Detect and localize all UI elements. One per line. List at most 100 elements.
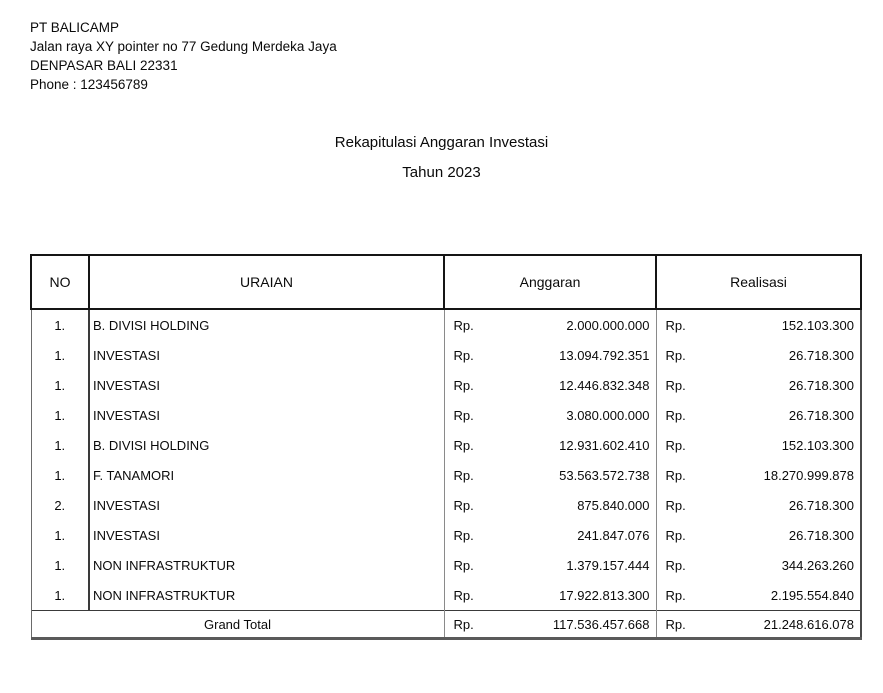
company-address-line-2: DENPASAR BALI 22331 [30, 58, 178, 73]
row-uraian: INVESTASI [89, 520, 445, 550]
row-number: 1. [30, 370, 90, 400]
budget-table: NO URAIAN Anggaran Realisasi 1. B. DIVIS… [30, 254, 862, 640]
currency-label: Rp. [453, 407, 474, 423]
currency-label: Rp. [665, 557, 686, 573]
grand-total-label: Grand Total [30, 610, 445, 640]
row-realisasi-value: 344.263.260 [781, 557, 854, 573]
table-row: 1. NON INFRASTRUKTUR Rp. 17.922.813.300 … [30, 580, 862, 611]
currency-label: Rp. [665, 437, 686, 453]
row-number: 1. [30, 340, 90, 370]
row-number: 1. [30, 550, 90, 580]
row-realisasi-cell: Rp. 344.263.260 [656, 550, 862, 580]
currency-label: Rp. [665, 317, 686, 333]
currency-label: Rp. [453, 437, 474, 453]
budget-table-header: NO URAIAN Anggaran Realisasi [30, 254, 862, 310]
row-anggaran-value: 53.563.572.738 [559, 467, 650, 483]
row-number: 1. [30, 430, 90, 460]
company-phone: Phone : 123456789 [30, 77, 148, 92]
currency-label: Rp. [453, 616, 474, 632]
currency-label: Rp. [665, 407, 686, 423]
row-realisasi-value: 18.270.999.878 [763, 467, 854, 483]
column-header-anggaran: Anggaran [443, 254, 657, 310]
row-number: 1. [30, 400, 90, 430]
row-anggaran-cell: Rp. 53.563.572.738 [444, 460, 657, 490]
currency-label: Rp. [665, 587, 686, 603]
table-row: 1. INVESTASI Rp. 3.080.000.000 Rp. 26.71… [30, 400, 862, 430]
currency-label: Rp. [453, 557, 474, 573]
currency-label: Rp. [453, 317, 474, 333]
row-realisasi-cell: Rp. 26.718.300 [656, 340, 862, 370]
budget-table-footer: Grand Total Rp. 117.536.457.668 Rp. 21.2… [30, 610, 862, 640]
row-anggaran-cell: Rp. 12.446.832.348 [444, 370, 657, 400]
row-realisasi-value: 2.195.554.840 [770, 587, 854, 603]
currency-label: Rp. [453, 377, 474, 393]
row-realisasi-cell: Rp. 2.195.554.840 [656, 580, 862, 611]
row-anggaran-cell: Rp. 13.094.792.351 [444, 340, 657, 370]
currency-label: Rp. [665, 527, 686, 543]
row-anggaran-value: 875.840.000 [577, 497, 650, 513]
row-anggaran-cell: Rp. 12.931.602.410 [444, 430, 657, 460]
row-uraian: INVESTASI [89, 490, 445, 520]
table-row: 1. F. TANAMORI Rp. 53.563.572.738 Rp. 18… [30, 460, 862, 490]
row-uraian: NON INFRASTRUKTUR [89, 580, 445, 611]
report-title-line: Rekapitulasi Anggaran Investasi [334, 134, 549, 151]
row-realisasi-value: 26.718.300 [788, 497, 854, 513]
row-realisasi-cell: Rp. 18.270.999.878 [656, 460, 862, 490]
table-row: 1. B. DIVISI HOLDING Rp. 12.931.602.410 … [30, 430, 862, 460]
row-number: 1. [30, 309, 90, 340]
table-row: 1. INVESTASI Rp. 241.847.076 Rp. 26.718.… [30, 520, 862, 550]
row-realisasi-cell: Rp. 152.103.300 [656, 309, 862, 340]
row-realisasi-cell: Rp. 26.718.300 [656, 520, 862, 550]
row-anggaran-value: 17.922.813.300 [559, 587, 650, 603]
table-row: 1. B. DIVISI HOLDING Rp. 2.000.000.000 R… [30, 309, 862, 340]
row-realisasi-cell: Rp. 26.718.300 [656, 370, 862, 400]
letterhead: PT BALICAMP Jalan raya XY pointer no 77 … [30, 18, 337, 94]
row-realisasi-cell: Rp. 26.718.300 [656, 490, 862, 520]
budget-table-body: 1. B. DIVISI HOLDING Rp. 2.000.000.000 R… [30, 309, 862, 611]
table-row: 1. INVESTASI Rp. 12.446.832.348 Rp. 26.7… [30, 370, 862, 400]
currency-label: Rp. [453, 587, 474, 603]
row-uraian: NON INFRASTRUKTUR [89, 550, 445, 580]
table-row: 1. INVESTASI Rp. 13.094.792.351 Rp. 26.7… [30, 340, 862, 370]
header-row: NO URAIAN Anggaran Realisasi [30, 254, 862, 310]
currency-label: Rp. [665, 616, 686, 632]
row-realisasi-value: 26.718.300 [788, 527, 854, 543]
row-anggaran-cell: Rp. 1.379.157.444 [444, 550, 657, 580]
grand-total-row: Grand Total Rp. 117.536.457.668 Rp. 21.2… [30, 610, 862, 640]
column-header-uraian: URAIAN [88, 254, 445, 310]
row-anggaran-cell: Rp. 3.080.000.000 [444, 400, 657, 430]
row-anggaran-value: 3.080.000.000 [566, 407, 650, 423]
currency-label: Rp. [453, 527, 474, 543]
row-anggaran-cell: Rp. 241.847.076 [444, 520, 657, 550]
currency-label: Rp. [453, 497, 474, 513]
company-name: PT BALICAMP [30, 20, 120, 35]
column-header-realisasi: Realisasi [655, 254, 862, 310]
currency-label: Rp. [453, 347, 474, 363]
currency-label: Rp. [665, 347, 686, 363]
row-anggaran-value: 1.379.157.444 [566, 557, 650, 573]
table-row: 1. NON INFRASTRUKTUR Rp. 1.379.157.444 R… [30, 550, 862, 580]
grand-total-anggaran-cell: Rp. 117.536.457.668 [444, 610, 657, 640]
row-realisasi-cell: Rp. 26.718.300 [656, 400, 862, 430]
column-header-no: NO [30, 254, 90, 310]
row-uraian: B. DIVISI HOLDING [89, 430, 445, 460]
row-realisasi-value: 26.718.300 [788, 407, 854, 423]
grand-total-anggaran-value: 117.536.457.668 [552, 616, 650, 632]
row-number: 2. [30, 490, 90, 520]
report-title: Rekapitulasi Anggaran Investasi Tahun 20… [0, 134, 883, 182]
currency-label: Rp. [665, 377, 686, 393]
currency-label: Rp. [453, 467, 474, 483]
row-uraian: INVESTASI [89, 400, 445, 430]
currency-label: Rp. [665, 467, 686, 483]
row-number: 1. [30, 460, 90, 490]
row-anggaran-cell: Rp. 875.840.000 [444, 490, 657, 520]
row-realisasi-cell: Rp. 152.103.300 [656, 430, 862, 460]
row-anggaran-value: 12.446.832.348 [559, 377, 650, 393]
row-anggaran-cell: Rp. 17.922.813.300 [444, 580, 657, 611]
row-anggaran-value: 13.094.792.351 [559, 347, 650, 363]
row-uraian: F. TANAMORI [89, 460, 445, 490]
row-realisasi-value: 26.718.300 [788, 377, 854, 393]
currency-label: Rp. [665, 497, 686, 513]
row-anggaran-cell: Rp. 2.000.000.000 [444, 309, 657, 340]
